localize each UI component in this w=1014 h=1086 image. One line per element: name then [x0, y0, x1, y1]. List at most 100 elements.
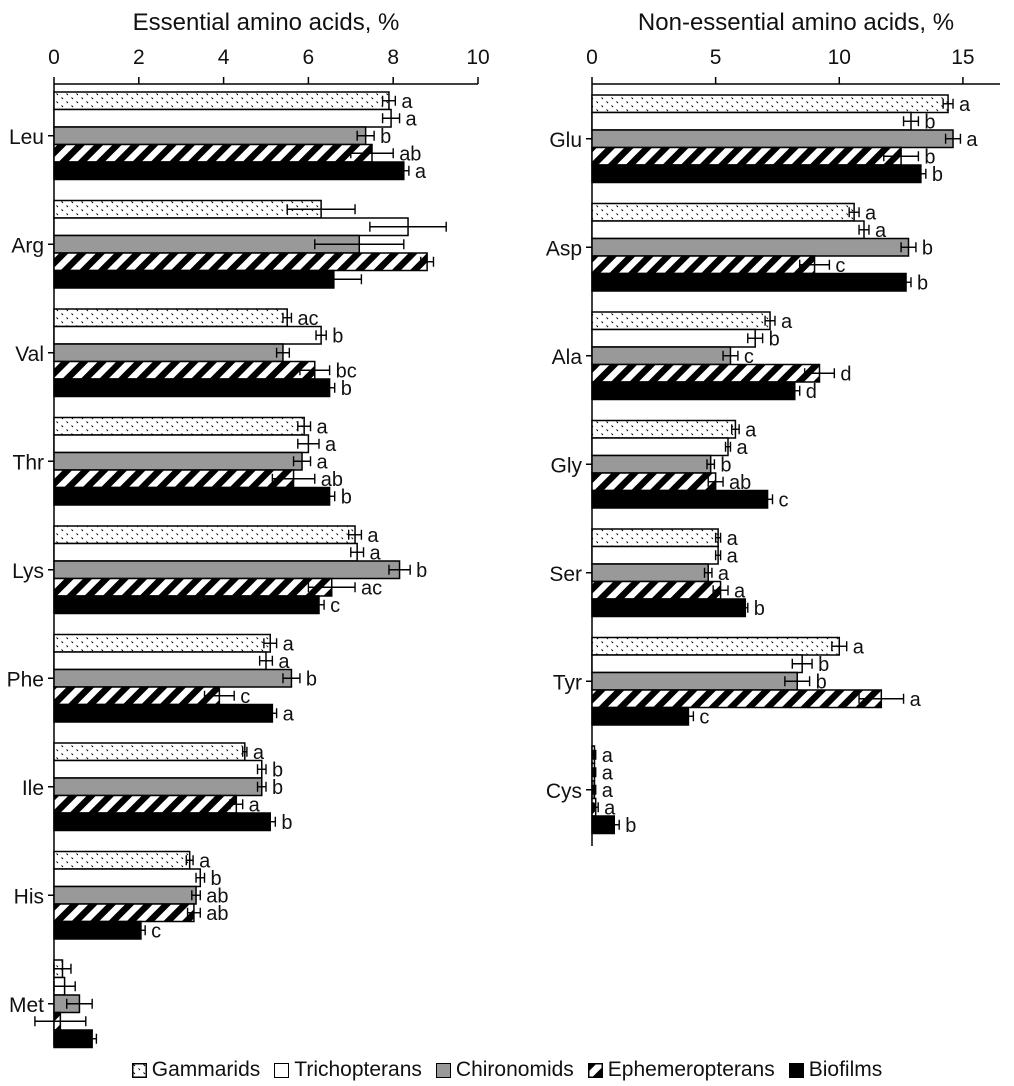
panel-0-error-bar-phe-ephemeropterans: [203, 690, 235, 701]
panel-1-bar-glu-ephemeropterans: [591, 146, 902, 166]
panel-1-bar-tyr-gammarids: [591, 636, 841, 656]
panel-0-significance-label-thr-chironomids: a: [317, 451, 329, 473]
panel-1-bar-tyr-ephemeropterans: [591, 689, 883, 709]
panel-1-significance-label-asp-gammarids: a: [865, 202, 877, 224]
panel-0-significance-label-phe-gammarids: a: [283, 633, 295, 655]
panel-1-significance-label-ser-ephemeropterans: a: [734, 580, 746, 602]
panel-0-bar-leu-gammarids: [53, 91, 390, 111]
panel-0-bar-lys-biofilms: [53, 595, 320, 615]
panel-1-bar-ser-ephemeropterans: [591, 580, 722, 600]
panel-0-bar-his-chironomids: [53, 885, 197, 905]
biofilms-swatch-icon: [788, 1062, 804, 1078]
panel-0-bar-phe-trichopterans: [53, 651, 267, 671]
panel-0-error-bar-arg-chironomids: [314, 239, 405, 250]
panel-0-x-tick-label-8: 8: [387, 46, 399, 69]
panel-0-bar-met-biofilms: [53, 1029, 93, 1049]
panel-0-error-bar-met-gammarids: [53, 963, 72, 974]
panel-0-bar-ile-biofilms: [53, 812, 271, 832]
panel-1-significance-label-ala-ephemeropterans: d: [840, 363, 851, 385]
panel-1-significance-label-tyr-biofilms: c: [699, 706, 709, 728]
panel-1-bar-asp-chironomids: [591, 237, 910, 257]
panel-0-significance-label-phe-chironomids: b: [306, 668, 317, 690]
panel-1-significance-label-cys-gammarids: a: [602, 745, 614, 767]
panel-1-significance-label-cys-biofilms: b: [625, 815, 636, 837]
panel-1-significance-label-asp-biofilms: b: [917, 272, 928, 294]
panel-1-bar-gly-trichopterans: [591, 437, 729, 457]
panel-1-error-bar-cys-biofilms: [608, 819, 620, 830]
panel-1-error-bar-ala-trichopterans: [747, 333, 764, 344]
panel-0-significance-label-val-gammarids: ac: [297, 308, 318, 330]
panel-0-significance-label-val-ephemeropterans: bc: [336, 360, 357, 382]
panel-1-category-label-ser: Ser: [549, 563, 582, 586]
panel-0-error-bar-lys-trichopterans: [350, 547, 365, 558]
panel-1-significance-label-glu-ephemeropterans: b: [924, 146, 935, 168]
panel-0-error-bar-leu-chironomids: [356, 130, 375, 141]
panel-0-bar-leu-biofilms: [53, 161, 405, 181]
panel-1-error-bar-glu-trichopterans: [902, 116, 920, 127]
panel-1-error-bar-asp-trichopterans: [858, 224, 870, 235]
panel-0-significance-label-his-gammarids: a: [199, 850, 211, 872]
panel-0-bar-val-trichopterans: [53, 325, 322, 345]
panel-0-significance-label-val-biofilms: b: [341, 378, 352, 400]
legend-item-ephemeropterans: Ephemeropterans: [587, 1058, 775, 1082]
panel-1-significance-label-gly-ephemeropterans: ab: [729, 472, 751, 494]
panel-0-bar-his-ephemeropterans: [53, 903, 195, 923]
panel-0-bar-thr-gammarids: [53, 416, 305, 436]
panel-1-error-bar-tyr-ephemeropterans: [858, 693, 905, 704]
panel-1-significance-label-tyr-ephemeropterans: a: [910, 689, 922, 711]
gammarids-swatch-icon: [131, 1062, 147, 1078]
panel-0-significance-label-thr-gammarids: a: [317, 416, 329, 438]
panel-1-bar-tyr-chironomids: [591, 671, 798, 691]
panel-0-significance-label-lys-chironomids: b: [416, 560, 427, 582]
panel-0-error-bar-phe-gammarids: [263, 638, 278, 649]
panel-0-bar-ile-gammarids: [53, 742, 246, 762]
panel-0-significance-label-val-trichopterans: b: [332, 325, 343, 347]
panel-0-bar-arg-trichopterans: [53, 217, 409, 237]
panel-1-bar-gly-biofilms: [591, 489, 769, 509]
panel-1-bar-tyr-trichopterans: [591, 654, 803, 674]
panel-1-error-bar-asp-biofilms: [900, 277, 912, 288]
panel-0-error-bar-arg-gammarids: [286, 204, 356, 215]
panel-0-significance-label-phe-trichopterans: a: [278, 651, 290, 673]
legend-label-chironomids: Chironomids: [455, 1058, 574, 1081]
panel-1-bar-asp-gammarids: [591, 202, 855, 222]
panel-0-bar-lys-trichopterans: [53, 542, 358, 562]
panel-1-bar-tyr-biofilms: [591, 706, 690, 726]
panel-0-error-bar-his-biofilms: [135, 925, 146, 936]
panel-0-significance-label-his-chironomids: ab: [206, 885, 228, 907]
panel-0-error-bar-his-gammarids: [185, 855, 194, 866]
panel-0-significance-label-lys-gammarids: a: [367, 525, 379, 547]
panel-1-error-bar-ser-gammarids: [714, 532, 722, 543]
panel-1-significance-label-glu-trichopterans: b: [924, 111, 935, 133]
panel-1-error-bar-ser-chironomids: [703, 567, 713, 578]
panel-1-bar-glu-trichopterans: [591, 111, 912, 131]
panel-1-significance-label-cys-trichopterans: a: [602, 762, 614, 784]
panel-1-bar-gly-chironomids: [591, 454, 712, 474]
panel-0-error-bar-lys-chironomids: [388, 564, 411, 575]
panel-1-x-tick-label-10: 10: [828, 46, 851, 69]
panel-0-error-bar-val-trichopterans: [315, 330, 327, 341]
panel-0-error-bar-arg-trichopterans: [369, 221, 447, 232]
panel-1-significance-label-gly-biofilms: c: [779, 489, 789, 511]
essential-chart-panel: Essential amino acids, %0 2 4 6 8 10Leuaababa…: [7, 9, 490, 1049]
panel-0-category-label-arg: Arg: [11, 234, 44, 257]
panel-0-error-bar-ile-gammarids: [241, 746, 248, 757]
panel-1-bar-ser-gammarids: [591, 528, 719, 548]
panel-0-category-label-met: Met: [9, 994, 44, 1017]
panel-1-category-label-gly: Gly: [551, 454, 583, 477]
panel-0-category-label-val: Val: [15, 343, 44, 366]
panel-0-bar-leu-ephemeropterans: [53, 143, 373, 163]
panel-0-category-label-ile: Ile: [22, 777, 44, 800]
panel-1-bar-ala-chironomids: [591, 346, 732, 366]
panel-0-significance-label-his-trichopterans: b: [211, 868, 222, 890]
panel-0-bar-leu-chironomids: [53, 126, 367, 146]
panel-0-error-bar-thr-chironomids: [292, 456, 312, 467]
panel-0-error-bar-met-biofilms: [87, 1033, 98, 1044]
panel-0-bar-lys-gammarids: [53, 525, 356, 545]
panel-0-significance-label-phe-biofilms: a: [283, 703, 295, 725]
panel-0-significance-label-lys-biofilms: c: [330, 595, 340, 617]
panel-1-bar-ala-biofilms: [591, 381, 796, 401]
panel-1-error-bar-ala-ephemeropterans: [803, 368, 836, 379]
legend-label-biofilms: Biofilms: [808, 1058, 883, 1081]
panel-1-error-bar-glu-chironomids: [944, 133, 962, 144]
